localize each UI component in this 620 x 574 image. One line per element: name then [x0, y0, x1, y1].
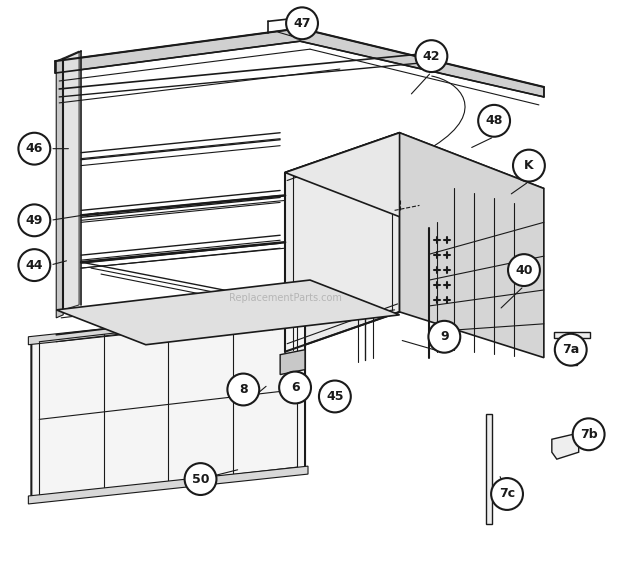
- Circle shape: [478, 105, 510, 137]
- Text: 49: 49: [25, 214, 43, 227]
- Circle shape: [228, 374, 259, 405]
- Circle shape: [19, 133, 50, 165]
- Text: ReplacementParts.com: ReplacementParts.com: [229, 293, 342, 304]
- Circle shape: [428, 321, 460, 352]
- Text: 45: 45: [326, 390, 343, 403]
- Circle shape: [508, 254, 540, 286]
- Circle shape: [19, 204, 50, 236]
- Text: 44: 44: [25, 259, 43, 272]
- Text: 9: 9: [440, 330, 449, 343]
- Text: 7b: 7b: [580, 428, 598, 441]
- Circle shape: [279, 371, 311, 404]
- Text: 48: 48: [485, 114, 503, 127]
- Polygon shape: [56, 58, 63, 318]
- Circle shape: [319, 381, 351, 412]
- Text: K: K: [524, 159, 534, 172]
- Circle shape: [19, 249, 50, 281]
- Circle shape: [491, 478, 523, 510]
- Polygon shape: [399, 133, 544, 358]
- Circle shape: [573, 418, 604, 450]
- Polygon shape: [29, 466, 308, 504]
- Polygon shape: [63, 51, 79, 310]
- Text: 7c: 7c: [499, 487, 515, 501]
- Polygon shape: [56, 280, 399, 345]
- Polygon shape: [280, 350, 305, 375]
- Text: 50: 50: [192, 472, 210, 486]
- Text: 46: 46: [25, 142, 43, 155]
- Polygon shape: [29, 307, 308, 345]
- Polygon shape: [486, 414, 492, 524]
- Circle shape: [415, 40, 448, 72]
- Circle shape: [185, 463, 216, 495]
- Polygon shape: [285, 133, 544, 228]
- Circle shape: [555, 333, 587, 366]
- Text: 47: 47: [293, 17, 311, 30]
- Text: 42: 42: [423, 49, 440, 63]
- Circle shape: [513, 150, 545, 181]
- Polygon shape: [552, 429, 595, 459]
- Circle shape: [286, 7, 318, 39]
- Text: 40: 40: [515, 263, 533, 277]
- Text: 7a: 7a: [562, 343, 579, 356]
- Polygon shape: [554, 332, 590, 364]
- Polygon shape: [285, 133, 399, 352]
- Polygon shape: [55, 28, 544, 97]
- Text: 8: 8: [239, 383, 247, 396]
- Text: 6: 6: [291, 381, 299, 394]
- Polygon shape: [32, 310, 305, 499]
